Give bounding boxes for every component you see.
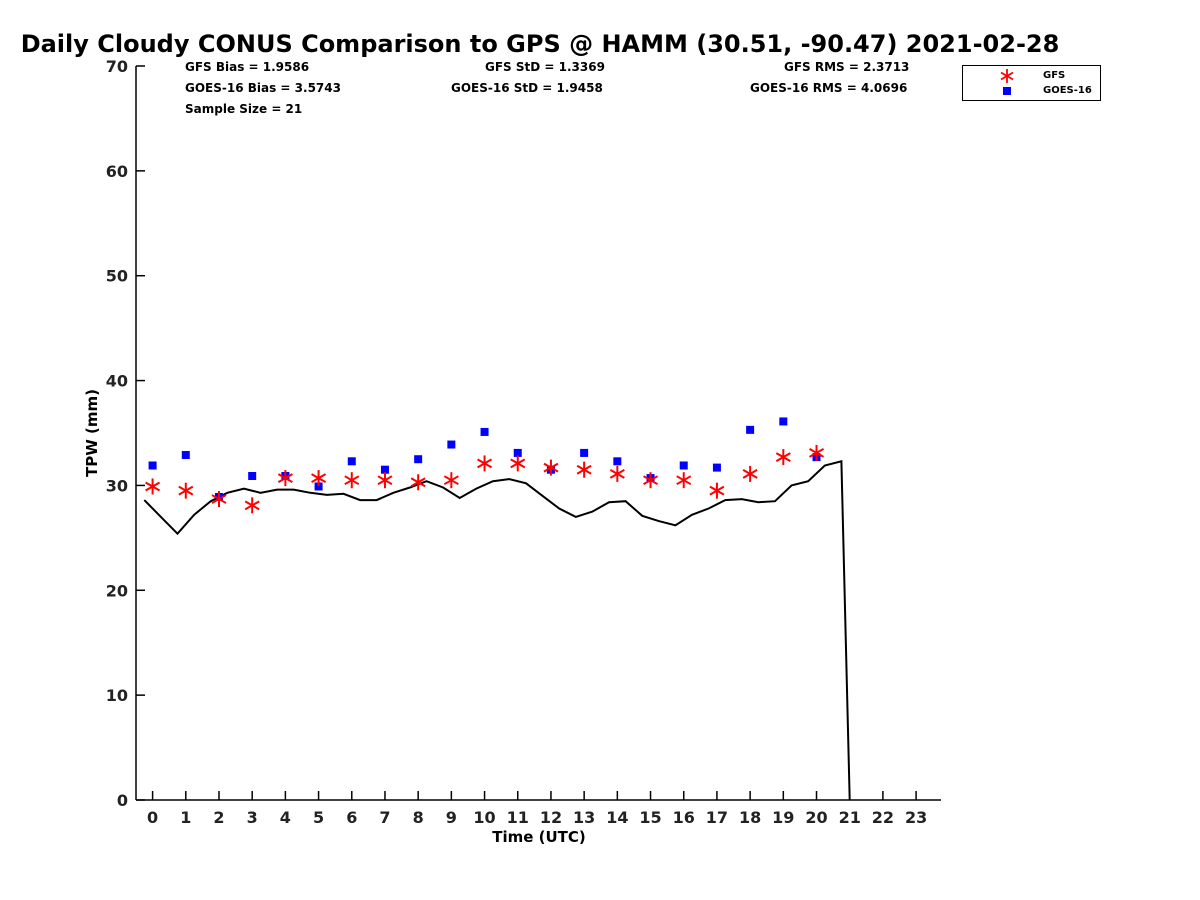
x-tick-label: 3 — [247, 808, 258, 827]
gfs-point — [643, 472, 659, 489]
goes16-point — [447, 440, 456, 449]
y-tick-label: 60 — [106, 162, 128, 181]
gfs-std-stat: GFS StD = 1.3369 — [485, 60, 605, 74]
x-tick-label: 6 — [346, 808, 357, 827]
gfs-point — [576, 461, 592, 478]
x-tick-label: 11 — [507, 808, 529, 827]
gfs-point — [145, 478, 161, 495]
goes16-point — [347, 457, 356, 466]
chart-legend: GFS GOES-16 — [962, 65, 1101, 101]
y-axis-label: TPW (mm) — [83, 389, 101, 477]
legend-item-goes16: GOES-16 — [963, 83, 1100, 99]
legend-item-gfs: GFS — [963, 68, 1100, 84]
goes16-point — [380, 465, 389, 474]
gfs-point — [676, 472, 692, 489]
y-tick-label: 0 — [117, 791, 128, 810]
gfs-point — [543, 459, 559, 476]
gfs-point — [809, 444, 825, 461]
goes16-point — [679, 461, 688, 470]
y-tick-label: 70 — [106, 57, 128, 76]
x-tick-label: 4 — [280, 808, 291, 827]
goes-std-stat: GOES-16 StD = 1.9458 — [451, 81, 603, 95]
goes16-point — [414, 455, 423, 464]
chart-title: Daily Cloudy CONUS Comparison to GPS @ H… — [20, 30, 1060, 58]
x-tick-label: 17 — [706, 808, 728, 827]
x-tick-label: 8 — [413, 808, 424, 827]
gfs-point — [244, 497, 260, 514]
goes16-point — [513, 448, 522, 457]
gfs-point — [178, 482, 194, 499]
y-tick-label: 10 — [106, 686, 128, 705]
x-tick-label: 15 — [639, 808, 661, 827]
gfs-bias-stat: GFS Bias = 1.9586 — [185, 60, 310, 74]
x-tick-label: 19 — [772, 808, 794, 827]
goes16-point — [248, 471, 257, 480]
goes16-point — [580, 448, 589, 457]
goes16-point — [746, 425, 755, 434]
goes16-point — [480, 427, 489, 436]
x-tick-label: 21 — [839, 808, 861, 827]
gfs-point — [443, 472, 459, 489]
gfs-rms-stat: GFS RMS = 2.3713 — [784, 60, 910, 74]
x-tick-label: 12 — [540, 808, 562, 827]
x-tick-label: 5 — [313, 808, 324, 827]
x-tick-label: 22 — [872, 808, 894, 827]
x-tick-label: 14 — [606, 808, 628, 827]
x-tick-label: 20 — [805, 808, 827, 827]
y-tick-label: 20 — [106, 581, 128, 600]
x-tick-label: 7 — [379, 808, 390, 827]
goes16-point — [779, 417, 788, 426]
x-tick-label: 0 — [147, 808, 158, 827]
y-tick-label: 30 — [106, 476, 128, 495]
gfs-point — [410, 474, 426, 491]
legend-label-gfs: GFS — [1043, 70, 1066, 81]
gfs-point — [742, 465, 758, 482]
goes16-point — [613, 457, 622, 466]
x-tick-label: 2 — [213, 808, 224, 827]
gfs-point — [211, 491, 227, 508]
x-tick-label: 1 — [180, 808, 191, 827]
gfs-point — [477, 455, 493, 472]
gfs-point — [510, 455, 526, 472]
x-axis-label: Time (UTC) — [492, 828, 586, 846]
gps-line — [143, 460, 851, 801]
gps-series — [143, 460, 851, 801]
y-tick-label: 40 — [106, 372, 128, 391]
x-tick-label: 13 — [573, 808, 595, 827]
sample-size-stat: Sample Size = 21 — [185, 102, 303, 116]
goes-rms-stat: GOES-16 RMS = 4.0696 — [750, 81, 908, 95]
y-tick-label: 50 — [106, 267, 128, 286]
gfs-point — [709, 482, 725, 499]
legend-label-goes16: GOES-16 — [1043, 85, 1092, 96]
gfs-point — [775, 449, 791, 466]
gfs-point — [377, 472, 393, 489]
square-marker-icon — [1003, 87, 1011, 95]
goes16-point — [314, 482, 323, 491]
gfs-point — [609, 465, 625, 482]
goes16-point — [181, 451, 190, 460]
goes-bias-stat: GOES-16 Bias = 3.5743 — [185, 81, 341, 95]
x-tick-label: 16 — [673, 808, 695, 827]
goes16-point — [148, 461, 157, 470]
x-tick-label: 9 — [446, 808, 457, 827]
gfs-point — [311, 470, 327, 487]
x-tick-label: 18 — [739, 808, 761, 827]
x-tick-label: 10 — [473, 808, 495, 827]
goes16-point — [712, 463, 721, 472]
x-tick-label: 23 — [905, 808, 927, 827]
gfs-point — [277, 470, 293, 487]
gfs-series — [145, 444, 825, 514]
asterisk-marker-icon — [1000, 69, 1014, 83]
gfs-point — [344, 472, 360, 489]
